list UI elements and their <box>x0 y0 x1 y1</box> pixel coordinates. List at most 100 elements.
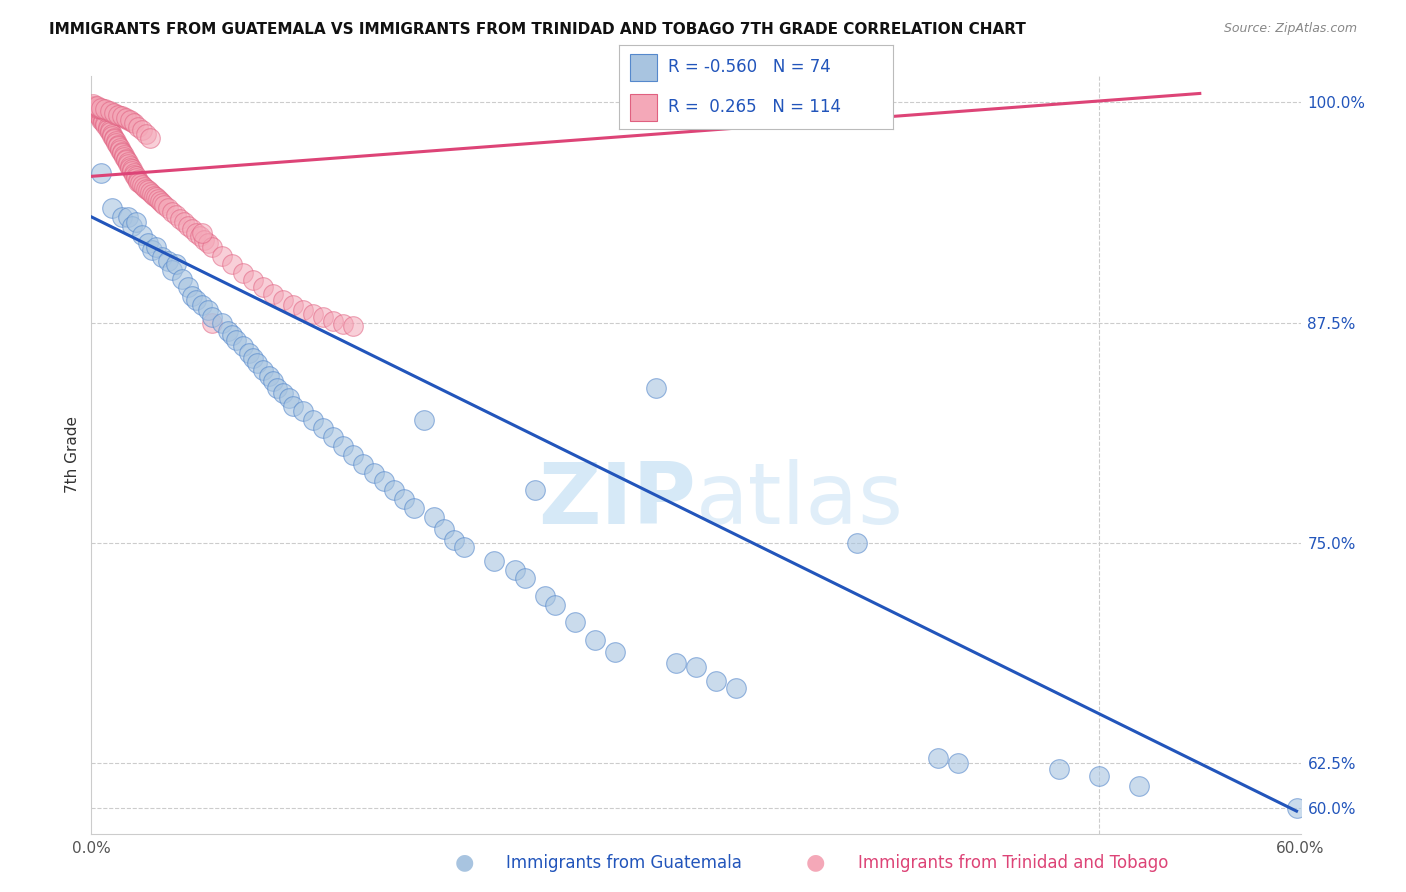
Bar <box>630 94 657 120</box>
Point <box>1128 780 1150 794</box>
Point <box>127 175 149 189</box>
Point <box>292 404 315 418</box>
Point <box>93 103 115 117</box>
Point <box>150 251 173 265</box>
Point <box>605 645 627 659</box>
Point <box>146 192 169 206</box>
Point <box>177 280 200 294</box>
Point <box>90 103 112 117</box>
Point <box>118 112 141 127</box>
Point <box>117 155 139 169</box>
Point <box>108 141 131 155</box>
Point <box>513 571 536 585</box>
Point <box>281 399 304 413</box>
Point <box>86 99 108 113</box>
Point <box>104 136 127 150</box>
Point <box>107 107 129 121</box>
Point <box>332 439 354 453</box>
Point <box>201 240 224 254</box>
Point <box>725 681 748 695</box>
Point <box>90 111 112 125</box>
Point <box>160 204 183 219</box>
Point <box>242 273 264 287</box>
Point <box>363 466 385 480</box>
Point <box>277 392 299 406</box>
Point <box>128 177 150 191</box>
Point <box>104 107 127 121</box>
Point <box>392 491 415 506</box>
Point <box>443 533 465 547</box>
Point <box>197 236 219 251</box>
Point <box>131 123 153 137</box>
Point <box>94 116 117 130</box>
Point <box>135 127 157 141</box>
Point <box>172 271 194 285</box>
Point <box>82 97 104 112</box>
Point <box>111 109 132 123</box>
Point <box>373 475 395 489</box>
Point <box>413 412 436 426</box>
Point <box>141 244 163 258</box>
Text: Immigrants from Trinidad and Tobago: Immigrants from Trinidad and Tobago <box>858 855 1168 872</box>
Y-axis label: 7th Grade: 7th Grade <box>65 417 80 493</box>
Point <box>94 103 117 117</box>
Point <box>927 751 949 765</box>
Point <box>186 293 208 307</box>
Text: Source: ZipAtlas.com: Source: ZipAtlas.com <box>1223 22 1357 36</box>
Point <box>84 99 107 113</box>
Point <box>111 210 132 224</box>
Point <box>135 182 157 196</box>
Point <box>302 412 325 426</box>
Point <box>262 374 284 388</box>
Point <box>165 258 187 272</box>
Point <box>141 186 163 201</box>
Point <box>112 150 135 164</box>
Text: ●: ● <box>454 853 474 872</box>
Point <box>193 233 215 247</box>
Point <box>100 201 122 215</box>
Point <box>122 166 145 180</box>
Point <box>111 146 132 161</box>
Point <box>118 161 141 175</box>
Point <box>121 219 143 233</box>
Point <box>221 328 243 343</box>
Point <box>139 130 162 145</box>
Point <box>644 381 666 395</box>
Point <box>257 368 280 383</box>
Point <box>112 148 135 162</box>
Point <box>704 673 727 688</box>
Point <box>103 106 125 120</box>
Point <box>118 159 141 173</box>
Point <box>665 656 688 670</box>
Point <box>583 633 606 648</box>
Text: R =  0.265   N = 114: R = 0.265 N = 114 <box>668 98 841 116</box>
Point <box>139 185 162 199</box>
Point <box>93 114 115 128</box>
Point <box>125 215 148 229</box>
Point <box>252 363 274 377</box>
Point <box>96 104 118 119</box>
Point <box>136 236 159 251</box>
Point <box>112 111 135 125</box>
Point <box>82 99 104 113</box>
Point <box>108 143 131 157</box>
Point <box>107 139 129 153</box>
Point <box>121 164 143 178</box>
Point <box>114 152 136 166</box>
Point <box>217 325 239 339</box>
Point <box>136 183 159 197</box>
Point <box>121 162 143 177</box>
Point <box>181 289 204 303</box>
Text: R = -0.560   N = 74: R = -0.560 N = 74 <box>668 59 831 77</box>
Point <box>238 345 260 359</box>
Point <box>150 195 173 210</box>
Point <box>86 106 108 120</box>
Point <box>107 137 129 152</box>
Point <box>117 112 139 127</box>
Point <box>149 194 172 208</box>
Point <box>484 554 506 568</box>
Point <box>846 536 869 550</box>
Bar <box>630 54 657 81</box>
Point <box>96 121 118 136</box>
Point <box>433 522 456 536</box>
